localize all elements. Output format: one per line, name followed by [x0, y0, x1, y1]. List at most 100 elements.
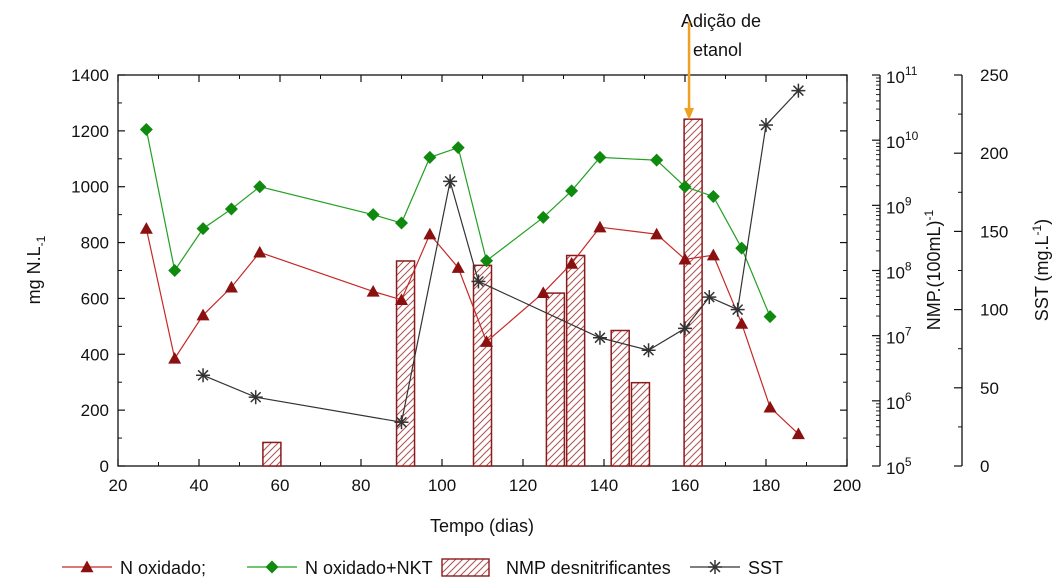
right-axis-title-sup: -1 — [1030, 224, 1044, 235]
diamond-series-point — [763, 310, 777, 324]
mid-y-tick-label: 105 — [886, 455, 912, 478]
diamond-series-point — [168, 264, 182, 277]
legend-swatch-bar — [441, 558, 490, 577]
nmp-bar — [610, 329, 630, 467]
diamond-series-point — [451, 141, 465, 155]
x-tick-label: 60 — [271, 476, 290, 495]
triangle-series-point — [593, 220, 607, 233]
asterisk-series-point — [641, 343, 656, 358]
nmp-bar — [630, 381, 651, 467]
triangle-series-point — [168, 351, 182, 364]
right-axis-title-end: ) — [1032, 219, 1052, 225]
right-y-tick-label: 100 — [980, 301, 1008, 320]
nmp-bar — [545, 292, 566, 467]
left-y-tick-label: 1200 — [71, 122, 109, 141]
nmp-bar — [565, 254, 586, 467]
annotation-arrow-head — [684, 108, 695, 120]
diamond-series-point — [196, 222, 210, 236]
svg-text:SST (mg.L-1): SST (mg.L-1) — [1030, 219, 1052, 321]
triangle-series-point — [791, 427, 805, 440]
mid-axis-title: NMP.(100mL)-1 — [922, 209, 944, 330]
asterisk-series-point — [730, 302, 745, 317]
nmp-bar — [683, 118, 703, 467]
mid-y-tick-label: 109 — [886, 194, 912, 217]
triangle-series-point — [196, 308, 210, 321]
right-y-tick-label: 50 — [980, 379, 999, 398]
triangle-series-point — [253, 245, 267, 258]
right-y-tick-label: 0 — [980, 457, 989, 476]
diamond-series-point — [395, 216, 408, 230]
diamond-series-point — [650, 153, 664, 167]
svg-text:mg N.L-1: mg N.L-1 — [24, 235, 48, 304]
asterisk-series-point — [678, 321, 692, 336]
asterisk-series-point — [248, 390, 263, 405]
x-tick-label: 80 — [352, 476, 371, 495]
diamond-series-line — [145, 129, 771, 317]
x-tick-label: 20 — [109, 476, 128, 495]
x-tick-label: 160 — [671, 476, 699, 495]
mid-y-tick-label: 1010 — [886, 129, 919, 152]
mid-axis-title-main: NMP.(100mL) — [924, 220, 944, 330]
asterisk-series-point — [471, 274, 486, 289]
diamond-series-point — [253, 180, 267, 194]
diamond-series-point — [423, 150, 437, 164]
right-y-tick-label: 200 — [980, 144, 1008, 163]
left-axis-title-main: mg N.L — [24, 246, 44, 304]
triangle-series-point — [224, 280, 238, 293]
left-y-tick-label: 200 — [81, 401, 109, 420]
left-y-tick-label: 1400 — [71, 66, 109, 85]
mid-y-tick-label: 107 — [886, 325, 912, 348]
triangle-series-point — [480, 335, 494, 347]
bars-layer — [262, 118, 703, 467]
diamond-series-point — [735, 241, 749, 255]
asterisk-series-line — [202, 90, 799, 423]
left-y-tick-label: 800 — [81, 234, 109, 253]
diamond-series-point — [536, 210, 550, 224]
mid-y-tick-label: 106 — [886, 390, 912, 413]
left-y-tick-label: 0 — [100, 457, 109, 476]
legend-swatch-marker — [80, 560, 94, 573]
left-axis-title: mg N.L-1 — [24, 235, 48, 304]
triangle-series-point — [451, 261, 465, 273]
x-tick-label: 200 — [833, 476, 861, 495]
x-tick-label: 180 — [752, 476, 780, 495]
triangle-series-point — [395, 293, 408, 306]
x-tick-label: 100 — [428, 476, 456, 495]
asterisk-series-point — [196, 368, 211, 383]
legend-label: N oxidado+NKT — [305, 558, 433, 578]
diamond-series-point — [139, 122, 153, 136]
annotation-line-1: Adição de — [681, 11, 761, 31]
asterisk-series-point — [592, 330, 607, 345]
asterisk-series-point — [702, 290, 717, 305]
triangle-series-point — [139, 222, 153, 234]
svg-text:NMP.(100mL)-1: NMP.(100mL)-1 — [922, 209, 944, 330]
right-axis-title-main: SST (mg.L — [1032, 235, 1052, 321]
mid-axis-title-sup: -1 — [922, 209, 936, 220]
diamond-series-point — [224, 202, 238, 216]
x-tick-label: 120 — [509, 476, 537, 495]
right-y-tick-label: 150 — [980, 222, 1008, 241]
asterisk-series-point — [759, 118, 773, 133]
triangle-series-point — [536, 286, 550, 299]
left-axis-title-sub: -1 — [34, 235, 48, 246]
x-tick-label: 140 — [590, 476, 618, 495]
legend-swatch-marker — [708, 560, 722, 574]
legend-label: N oxidado; — [120, 558, 206, 578]
diamond-series-point — [565, 184, 579, 198]
triangle-series-point — [366, 284, 380, 297]
left-y-tick-label: 600 — [81, 289, 109, 308]
diamond-series-point — [366, 208, 380, 222]
x-axis-title: Tempo (dias) — [430, 516, 534, 536]
nmp-bar — [262, 441, 282, 467]
triangle-series-point — [735, 317, 749, 329]
nmp-bar — [472, 264, 493, 467]
asterisk-series-point — [394, 415, 409, 430]
legend: N oxidado; N oxidado+NKT NMP desnitrifican… — [62, 558, 783, 578]
asterisk-series-point — [791, 83, 806, 98]
triangle-series-point — [763, 400, 777, 413]
left-y-tick-label: 400 — [81, 345, 109, 364]
triangle-series-point — [650, 227, 664, 240]
asterisk-series-point — [443, 174, 458, 189]
annotation-line-2: etanol — [693, 40, 742, 60]
